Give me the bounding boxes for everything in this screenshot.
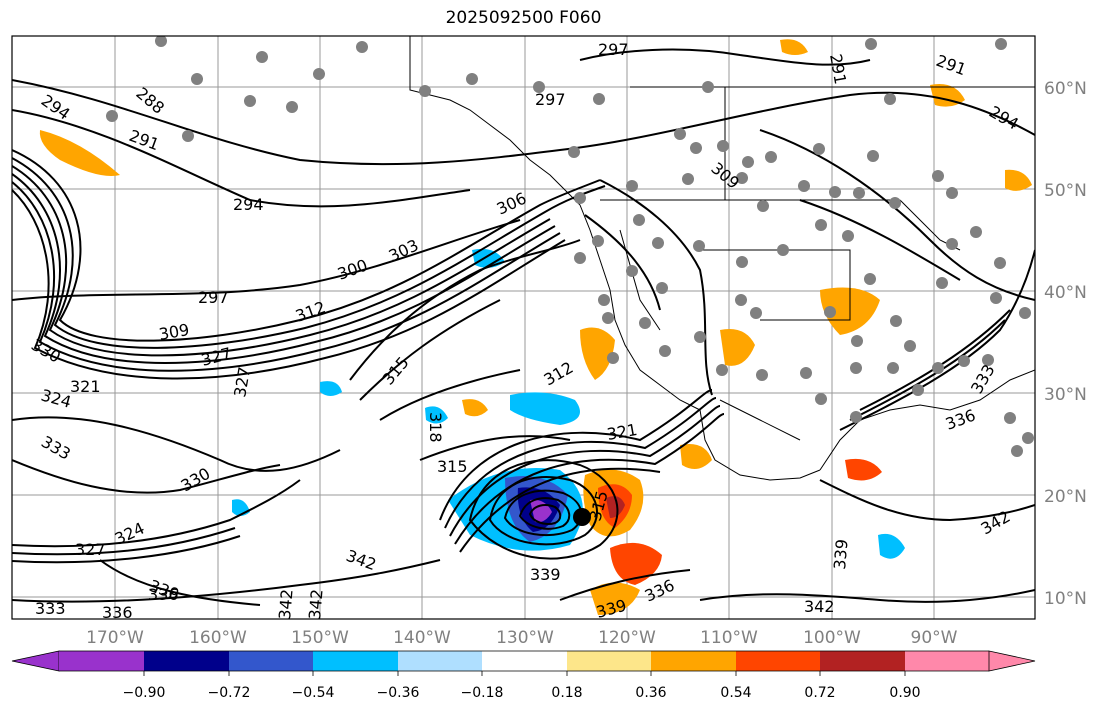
colorbar-bin	[905, 651, 989, 671]
contour-label: 336	[102, 603, 133, 622]
lat-label: 40°N	[1044, 283, 1087, 303]
lon-label: 170°W	[86, 628, 144, 648]
colorbar-max-extend	[988, 650, 1036, 672]
positive-shading	[39, 39, 1032, 615]
contour-label: 297	[598, 40, 629, 59]
colorbar-bin	[313, 651, 398, 671]
colorbar-bin	[820, 651, 905, 671]
lon-label: 100°W	[803, 628, 861, 648]
contour-label: 333	[35, 599, 66, 618]
theta-contours	[12, 48, 1035, 606]
contour-label: 318	[426, 412, 445, 443]
lat-label: 50°N	[1044, 181, 1087, 201]
contour-label: 339	[830, 538, 852, 570]
contour-label: 315	[437, 457, 468, 476]
contour-label: 327	[75, 540, 106, 559]
lon-label: 110°W	[700, 628, 758, 648]
colorbar-tick-label: 0.54	[720, 685, 751, 701]
cyclone-center-marker	[573, 508, 591, 526]
contour-label: 342	[305, 588, 327, 620]
colorbar-tick-label: −0.36	[377, 685, 420, 701]
contour-label: 294	[233, 195, 264, 214]
map-title: 2025092500 F060	[445, 8, 602, 28]
lat-label: 30°N	[1044, 385, 1087, 405]
colorbar-bin	[59, 651, 144, 671]
coastlines	[409, 36, 1035, 481]
contour-label: 321	[70, 377, 101, 396]
colorbar-bin	[144, 651, 229, 671]
contour-label: 342	[275, 588, 297, 620]
station-dots	[106, 36, 1034, 457]
colorbar-tick-label: 0.18	[551, 685, 582, 701]
colorbar-tick-label: −0.72	[208, 685, 251, 701]
colorbar-bin	[651, 651, 736, 671]
colorbar-tick-label: −0.90	[123, 685, 166, 701]
colorbar-min-extend	[11, 650, 60, 672]
lat-label: 10°N	[1044, 589, 1087, 609]
contour-label: 297	[535, 90, 566, 109]
colorbar-bin	[482, 651, 567, 671]
contour-label: 336	[148, 585, 179, 604]
contour-label: 339	[530, 565, 561, 584]
plot-border	[11, 35, 1036, 620]
colorbar-tick-label: −0.54	[292, 685, 335, 701]
colorbar-bin	[229, 651, 313, 671]
latitude-labels: 60°N 50°N 40°N 30°N 20°N 10°N	[1044, 79, 1087, 609]
lon-label: 120°W	[598, 628, 656, 648]
lat-label: 60°N	[1044, 79, 1087, 99]
lon-label: 140°W	[393, 628, 451, 648]
negative-shading	[232, 248, 905, 559]
colorbar-tick-label: −0.18	[461, 685, 504, 701]
colorbar-bin	[736, 651, 820, 671]
contour-label: 339	[594, 596, 628, 622]
colorbar-bin	[398, 651, 482, 671]
contour-label: 342	[804, 597, 835, 616]
colorbar-tick-label: 0.72	[804, 685, 835, 701]
colorbar-tick-label: 0.90	[889, 685, 920, 701]
colorbar-tick-label: 0.36	[635, 685, 666, 701]
lon-label: 150°W	[291, 628, 349, 648]
contour-label: 297	[198, 288, 229, 307]
lon-label: 160°W	[189, 628, 247, 648]
colorbar-bin	[567, 651, 651, 671]
lon-label: 130°W	[496, 628, 554, 648]
colorbar: −0.90 −0.72 −0.54 −0.36 −0.18 0.18 0.36 …	[11, 650, 1036, 701]
lon-label: 90°W	[911, 628, 958, 648]
longitude-labels: 170°W 160°W 150°W 140°W 130°W 120°W 110°…	[86, 628, 958, 648]
lat-label: 20°N	[1044, 487, 1087, 507]
